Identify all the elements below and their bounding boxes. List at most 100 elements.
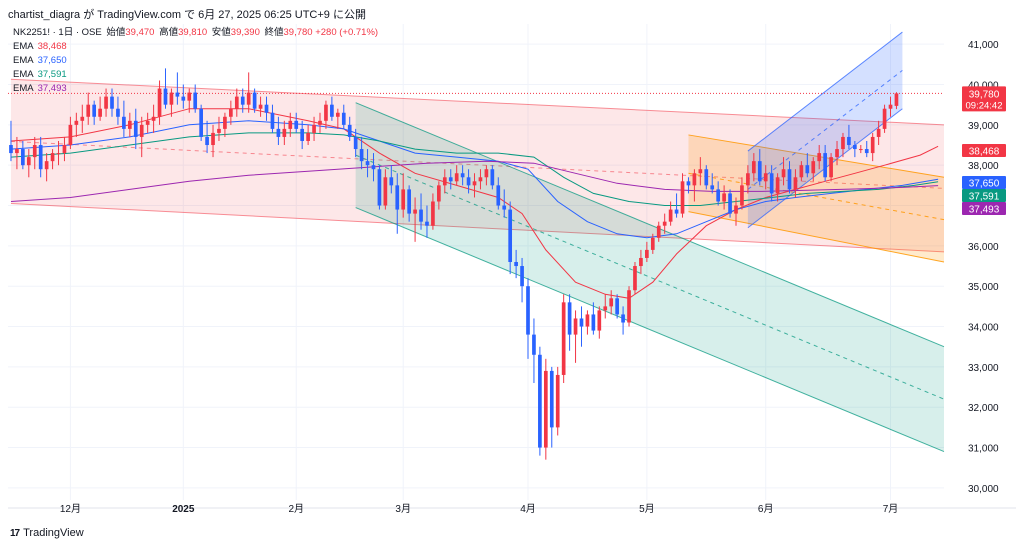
candle bbox=[490, 165, 495, 190]
candle bbox=[870, 132, 875, 162]
candle bbox=[508, 201, 513, 275]
candle-body bbox=[9, 145, 13, 154]
candle-body bbox=[633, 266, 637, 291]
candle-body bbox=[437, 185, 441, 202]
candle bbox=[50, 149, 55, 170]
candle bbox=[448, 169, 453, 190]
candle bbox=[26, 149, 31, 178]
candle-body bbox=[549, 370, 554, 428]
candle bbox=[532, 318, 536, 384]
candle bbox=[395, 173, 400, 234]
candle-body bbox=[312, 124, 316, 133]
candle-body bbox=[407, 189, 411, 214]
candle-body bbox=[561, 302, 566, 375]
candle-body bbox=[864, 149, 869, 154]
candle-body bbox=[526, 286, 530, 335]
candle bbox=[98, 96, 102, 121]
candle bbox=[270, 104, 275, 133]
candle bbox=[407, 185, 411, 222]
candle-body bbox=[805, 165, 810, 174]
candle bbox=[157, 80, 162, 125]
candle bbox=[437, 181, 441, 210]
candle-body bbox=[591, 314, 596, 331]
candle-body bbox=[258, 104, 263, 109]
candle-body bbox=[656, 225, 661, 238]
ema-value: 37,591 bbox=[37, 69, 67, 80]
candle-body bbox=[472, 181, 477, 186]
candle-body bbox=[139, 124, 144, 137]
price-tag-bg bbox=[962, 202, 1006, 215]
price-tag-bg bbox=[962, 176, 1006, 189]
candle-body bbox=[639, 257, 643, 267]
tradingview-footer[interactable]: 17 TradingView bbox=[10, 527, 84, 539]
candle bbox=[442, 169, 447, 194]
candle-body bbox=[746, 173, 750, 186]
candle-body bbox=[466, 177, 471, 186]
candle bbox=[769, 165, 774, 202]
candle bbox=[324, 100, 328, 129]
candle-body bbox=[389, 177, 394, 186]
candle-body bbox=[484, 169, 489, 178]
candle bbox=[514, 249, 518, 279]
candle-body bbox=[781, 169, 786, 178]
channel-mid-line bbox=[688, 172, 945, 221]
candle-body bbox=[127, 120, 132, 129]
candle bbox=[650, 233, 655, 254]
candle bbox=[621, 306, 625, 335]
ema-legend-row[interactable]: EMA 37,650 bbox=[13, 55, 67, 66]
channel-blue bbox=[747, 31, 903, 229]
candle bbox=[627, 286, 631, 327]
x-tick-label: 7月 bbox=[883, 503, 899, 515]
candle bbox=[502, 189, 507, 218]
candle bbox=[306, 124, 310, 146]
ema-price-tag: 37,650 bbox=[962, 176, 1006, 190]
channel-upper-line bbox=[688, 134, 945, 178]
candle bbox=[294, 112, 299, 133]
symbol-label[interactable]: NK2251! · 1日 · OSE bbox=[13, 27, 102, 38]
candle bbox=[835, 140, 839, 166]
candle-body bbox=[757, 161, 762, 182]
candle bbox=[187, 88, 192, 113]
candle bbox=[543, 358, 548, 460]
candle bbox=[312, 116, 316, 141]
ema-legend-row[interactable]: EMA 38,468 bbox=[13, 41, 67, 52]
candle-body bbox=[187, 92, 192, 101]
ema-legend-row[interactable]: EMA 37,591 bbox=[13, 69, 67, 80]
candle bbox=[169, 88, 174, 117]
candle bbox=[44, 153, 49, 182]
candle bbox=[205, 120, 209, 154]
ema-legend-row[interactable]: EMA 37,493 bbox=[13, 83, 67, 94]
candle-body bbox=[330, 104, 334, 117]
candle-body bbox=[234, 96, 239, 109]
candle-body bbox=[769, 173, 774, 194]
candle-body bbox=[817, 153, 822, 162]
candle-body bbox=[888, 104, 893, 109]
candle-body bbox=[853, 145, 857, 150]
candle-body bbox=[425, 221, 429, 226]
candle-body bbox=[163, 88, 168, 105]
candle-body bbox=[460, 173, 465, 178]
channel-mid-line bbox=[747, 69, 903, 190]
candle bbox=[21, 140, 25, 170]
channel-lower-line bbox=[10, 203, 945, 253]
candle bbox=[104, 88, 108, 117]
tradingview-logo-icon: 17 bbox=[10, 527, 20, 539]
candle bbox=[746, 165, 750, 194]
candle-body bbox=[787, 169, 792, 190]
candle bbox=[567, 294, 572, 351]
candle-body bbox=[532, 334, 536, 355]
candle bbox=[229, 100, 233, 125]
candle-body bbox=[680, 181, 685, 214]
chart-legend: NK2251! · 1日 · OSE 始値39,470 高値39,810 安値3… bbox=[13, 26, 378, 96]
ema-line bbox=[10, 120, 939, 239]
candle bbox=[894, 92, 899, 110]
candle bbox=[829, 153, 833, 182]
candle bbox=[817, 145, 822, 170]
candle-body bbox=[538, 354, 542, 448]
candle bbox=[181, 84, 186, 109]
candle-body bbox=[585, 314, 590, 327]
candle bbox=[656, 221, 661, 242]
candle bbox=[335, 108, 340, 129]
